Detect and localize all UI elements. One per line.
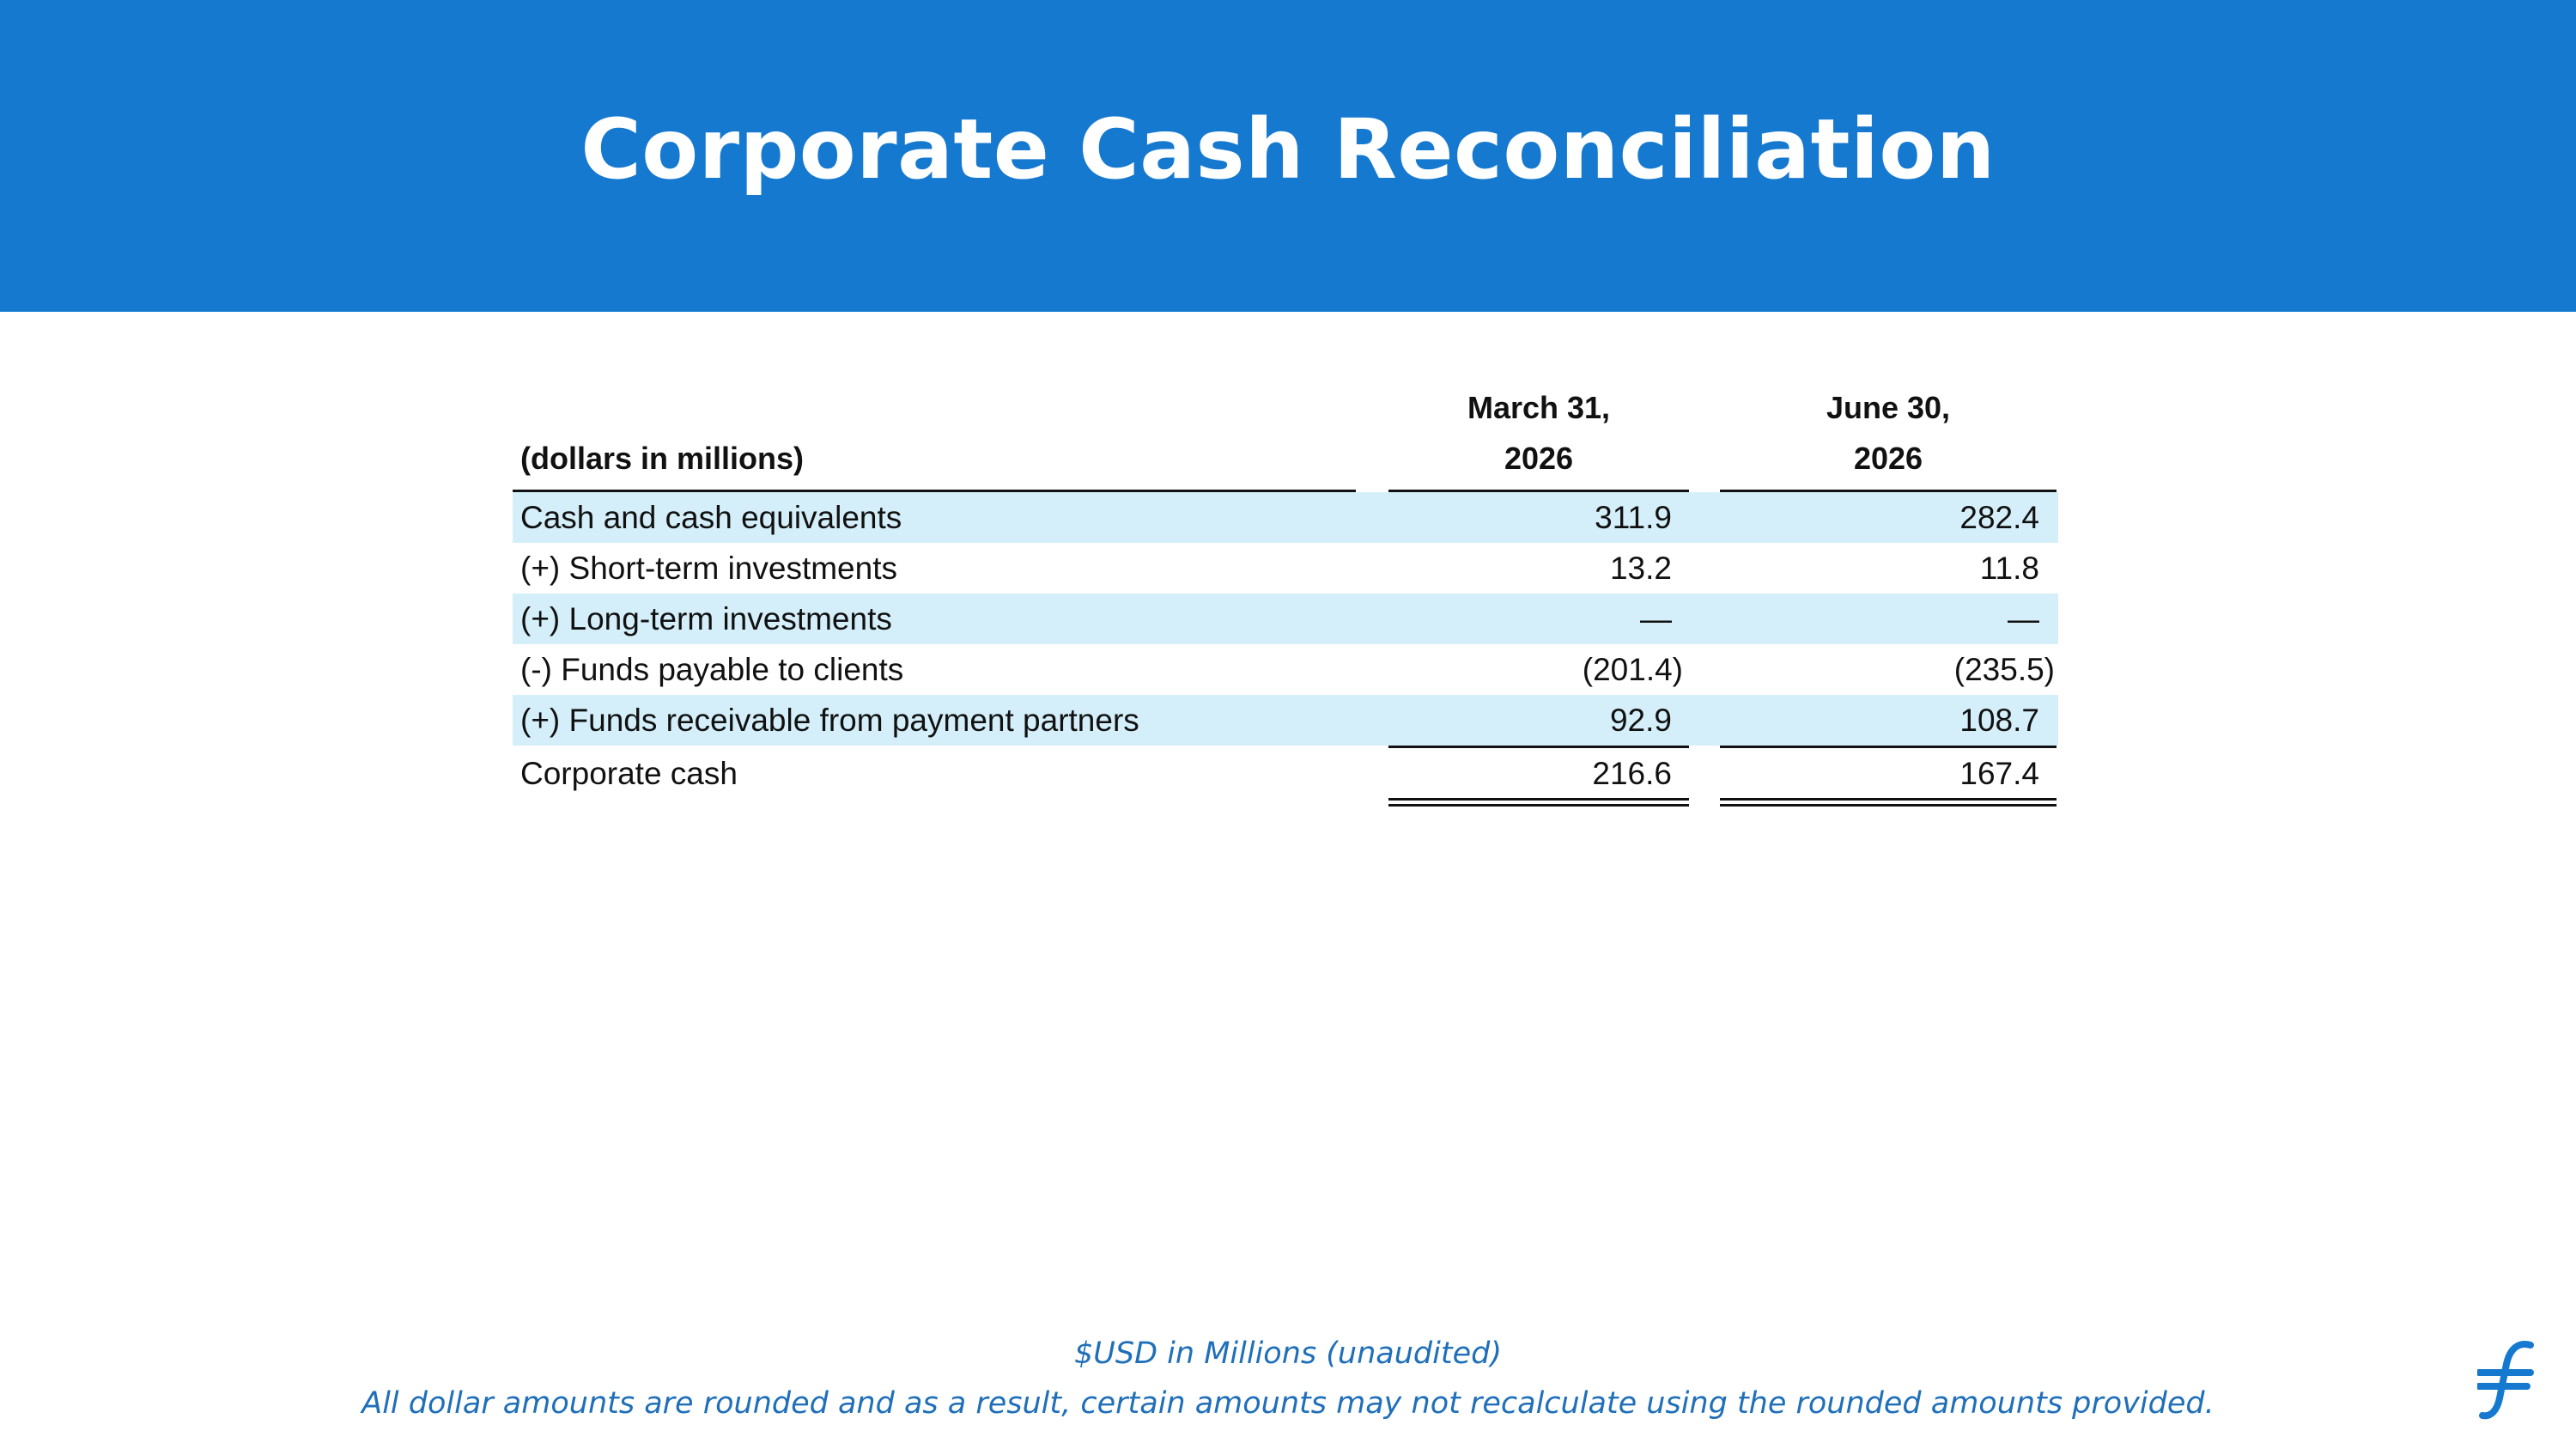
row-label: (+) Long-term investments xyxy=(520,601,892,636)
table-row: (+) Short-term investments 13.2 11.8 xyxy=(513,543,2058,594)
subtotal-rule-march xyxy=(1388,746,1689,748)
total-value-march: 216.6 xyxy=(1592,756,1672,791)
row-value-march: — xyxy=(1640,601,1672,636)
row-value-june: 11.8 xyxy=(1979,551,2039,586)
row-value-june: 282.4 xyxy=(1959,500,2039,535)
header-rule-label xyxy=(513,490,1356,492)
flywire-logo-icon xyxy=(2477,1341,2534,1420)
header-rule-june xyxy=(1720,490,2057,492)
table-row: Cash and cash equivalents 311.9 282.4 xyxy=(513,492,2058,543)
row-value-march: 13.2 xyxy=(1609,551,1672,586)
row-value-march: (201.4) xyxy=(1582,652,1683,687)
column-header-march-line1: March 31, xyxy=(1467,390,1611,425)
total-double-rule-march-bottom xyxy=(1388,804,1689,807)
row-label: (-) Funds payable to clients xyxy=(520,652,904,687)
total-value-june: 167.4 xyxy=(1959,756,2039,791)
total-double-rule-march-top xyxy=(1388,798,1689,801)
total-label: Corporate cash xyxy=(520,756,738,791)
total-double-rule-june-bottom xyxy=(1720,804,2057,807)
column-header-june-line2: 2026 xyxy=(1853,441,1923,476)
table-row: (+) Long-term investments — — xyxy=(513,594,2058,644)
footnote-rounding: All dollar amounts are rounded and as a … xyxy=(361,1386,2215,1421)
row-label: (+) Funds receivable from payment partne… xyxy=(520,703,1139,738)
table-row: (+) Funds receivable from payment partne… xyxy=(513,695,2058,746)
total-double-rule-june-top xyxy=(1720,798,2057,801)
row-value-march: 92.9 xyxy=(1609,703,1672,738)
column-header-march-line2: 2026 xyxy=(1504,441,1574,476)
table-row: (-) Funds payable to clients (201.4) (23… xyxy=(513,644,2058,695)
row-label: Cash and cash equivalents xyxy=(520,500,902,535)
header-rule-march xyxy=(1388,490,1689,492)
title-banner: Corporate Cash Reconciliation xyxy=(0,0,2576,312)
column-header-june-line1: June 30, xyxy=(1826,390,1951,425)
row-label: (+) Short-term investments xyxy=(520,551,897,586)
unit-label: (dollars in millions) xyxy=(520,441,805,476)
subtotal-rule-june xyxy=(1720,746,2057,748)
row-value-june: 108.7 xyxy=(1959,703,2039,738)
row-value-june: (235.5) xyxy=(1953,652,2055,687)
page-title: Corporate Cash Reconciliation xyxy=(580,100,1996,198)
total-row: Corporate cash 216.6 167.4 xyxy=(513,748,2058,799)
row-value-june: — xyxy=(2008,601,2039,636)
footnote-currency: $USD in Millions (unaudited) xyxy=(1074,1336,1502,1371)
row-value-march: 311.9 xyxy=(1595,500,1672,535)
